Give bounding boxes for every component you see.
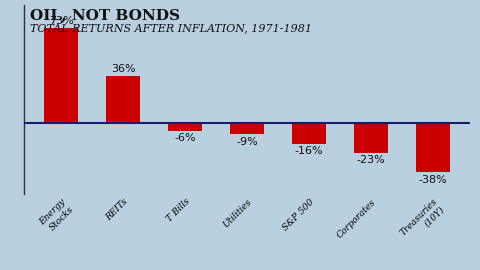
Text: TOTAL RETURNS AFTER INFLATION, 1971-1981: TOTAL RETURNS AFTER INFLATION, 1971-1981 — [30, 24, 312, 34]
Bar — [354, 123, 388, 153]
Text: 73%: 73% — [49, 16, 74, 26]
Text: -9%: -9% — [236, 137, 258, 147]
Bar — [416, 123, 450, 172]
Bar — [168, 123, 202, 130]
Text: -6%: -6% — [174, 133, 196, 143]
Bar — [44, 28, 78, 123]
Text: 36%: 36% — [111, 64, 135, 74]
Bar — [230, 123, 264, 134]
Text: -23%: -23% — [357, 155, 385, 165]
Text: OIL, NOT BONDS: OIL, NOT BONDS — [30, 8, 180, 22]
Text: -38%: -38% — [419, 175, 447, 185]
Text: -16%: -16% — [295, 146, 324, 156]
Bar — [292, 123, 326, 144]
Bar — [106, 76, 140, 123]
